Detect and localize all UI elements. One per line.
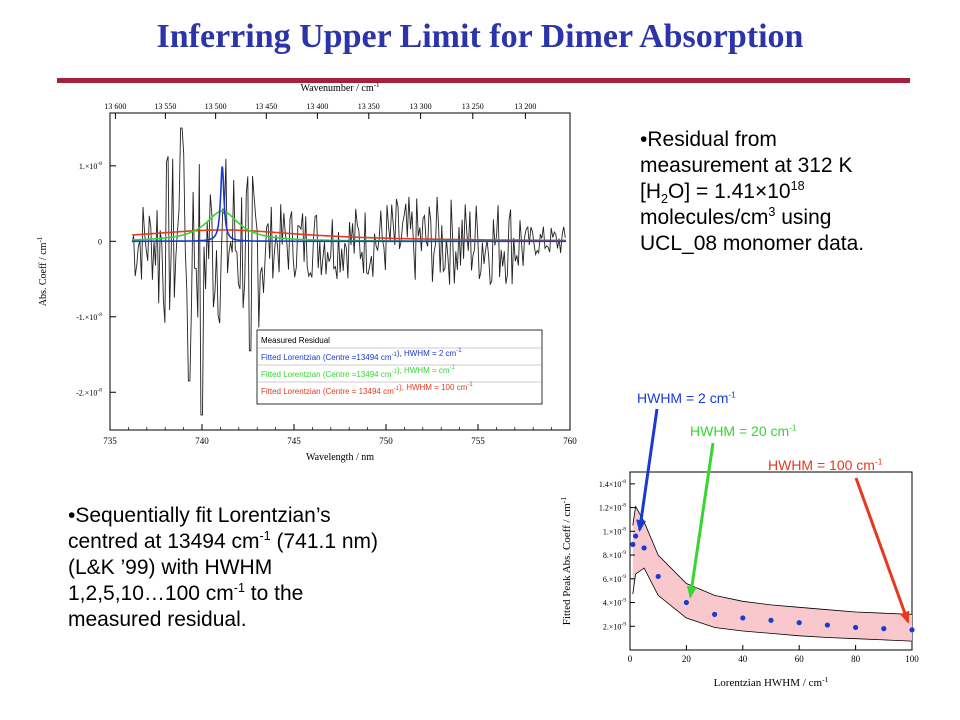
- lorentzian-100-line: [132, 229, 566, 242]
- x-tick-label: 60: [795, 654, 805, 664]
- x-tick-label: 20: [682, 654, 692, 664]
- top-tick-label: 13 400: [306, 102, 328, 111]
- measured-residual-line: [131, 127, 566, 416]
- fitted-peak-point: [683, 599, 690, 606]
- band-lower-line: [632, 567, 913, 642]
- y-tick-label: 6.×10-9: [603, 574, 626, 584]
- y-tick-label: 1.×10-8: [603, 526, 626, 536]
- y-axis-title: Fitted Peak Abs. Coeff / cm-1: [559, 497, 573, 626]
- x-tick-label: 80: [851, 654, 861, 664]
- x-tick-label: 745: [287, 436, 301, 446]
- top-tick-label: 13 300: [410, 102, 432, 111]
- x-axis-title: Wavelength / nm: [306, 452, 374, 463]
- note-line: •Residual from: [640, 128, 777, 151]
- top-tick-label: 13 350: [358, 102, 380, 111]
- x-tick-label: 740: [195, 436, 209, 446]
- note-line: measured residual.: [68, 608, 247, 631]
- callout-hwhm-20: HWHM = 20 cm-1: [690, 422, 797, 439]
- y-tick-label: 1.×10-8: [79, 161, 102, 171]
- y-tick-label: 0: [98, 237, 102, 246]
- note-line: centred at 13494 cm-1 (741.1 nm): [68, 529, 379, 553]
- x-tick-label: 40: [738, 654, 748, 664]
- callout-arrow-hwhm-2-head: [636, 519, 647, 533]
- fitted-peak-point: [853, 624, 859, 631]
- x-axis-title: Lorentzian HWHM / cm-1: [714, 675, 829, 689]
- fitted-peak-point: [909, 627, 915, 633]
- note-line: •Sequentially fit Lorentzian’s: [68, 504, 331, 527]
- fitted-peak-point: [881, 626, 887, 632]
- callout-hwhm-100: HWHM = 100 cm-1: [768, 456, 883, 473]
- fitted-peak-point: [824, 622, 831, 628]
- callout-hwhm-2: HWHM = 2 cm-1: [637, 389, 736, 406]
- callout-arrow-hwhm-100-head: [899, 610, 910, 624]
- x-tick-label: 750: [379, 436, 393, 446]
- fitted-peak-point: [768, 617, 774, 623]
- legend-entry: Fitted Lorentzian (Centre =13494 cm-1), …: [261, 365, 456, 379]
- note-line: measurement at 312 K: [640, 154, 853, 177]
- fitted-peak-point: [633, 533, 639, 539]
- method-note: •Sequentially fit Lorentzian’s centred a…: [68, 503, 478, 633]
- top-tick-label: 13 250: [462, 102, 484, 111]
- x-tick-label: 755: [471, 436, 485, 446]
- note-line: UCL_08 monomer data.: [640, 232, 865, 255]
- fitted-peak-point: [796, 620, 802, 626]
- top-tick-label: 13 550: [154, 102, 176, 111]
- y-axis-title: Abs. Coeff / cm-1: [36, 236, 49, 306]
- legend-entry: Fitted Lorentzian (Centre =13494 cm-1), …: [261, 348, 462, 362]
- y-tick-label: 2.×10-9: [603, 621, 626, 631]
- y-tick-label: 1.2×10-8: [599, 503, 626, 513]
- callout-arrow-hwhm-20-head: [686, 585, 697, 599]
- x-tick-label: 735: [103, 436, 117, 446]
- note-line: (L&K ’99) with HWHM: [68, 556, 273, 579]
- fitted-peak-point: [641, 545, 647, 551]
- x-tick-label: 760: [563, 436, 577, 446]
- fitted-peak-point: [712, 611, 718, 618]
- fitted-peak-point: [655, 573, 661, 580]
- measurement-note: •Residual from measurement at 312 K [H2O…: [640, 127, 940, 257]
- fitted-peak-point: [630, 541, 636, 547]
- y-tick-label: -2.×10-8: [76, 387, 102, 397]
- legend-entry: Measured Residual: [261, 336, 330, 345]
- title-divider: [57, 78, 910, 83]
- y-tick-label: 1.4×10-8: [599, 479, 626, 489]
- top-tick-label: 13 600: [104, 102, 126, 111]
- note-line: 1,2,5,10…100 cm-1 to the: [68, 581, 304, 605]
- top-tick-label: 13 450: [255, 102, 277, 111]
- uncertainty-band: [632, 506, 912, 642]
- top-axis-title: Wavenumber / cm-1: [301, 81, 380, 94]
- lorentzian-2-line: [132, 166, 566, 243]
- x-tick-label: 100: [905, 654, 919, 664]
- page-title: Inferring Upper Limit for Dimer Absorpti…: [156, 18, 804, 55]
- legend-entry: Fitted Lorentzian (Centre = 13494 cm-1),…: [261, 382, 473, 396]
- note-line: [H2O] = 1.41×1018: [640, 179, 805, 207]
- callout-arrow-hwhm-20: [688, 442, 715, 597]
- top-tick-label: 13 200: [514, 102, 536, 111]
- top-tick-label: 13 500: [205, 102, 227, 111]
- y-tick-label: 8.×10-9: [603, 550, 626, 560]
- residual-legend: [256, 329, 543, 405]
- y-tick-label: -1.×10-8: [76, 312, 102, 322]
- y-tick-label: 4.×10-9: [603, 598, 626, 608]
- x-tick-label: 0: [628, 654, 633, 664]
- callout-arrow-hwhm-100: [854, 477, 910, 623]
- callout-arrow-hwhm-2: [638, 408, 659, 531]
- note-line: molecules/cm3 using: [640, 205, 832, 229]
- fitted-peak-point: [740, 615, 746, 621]
